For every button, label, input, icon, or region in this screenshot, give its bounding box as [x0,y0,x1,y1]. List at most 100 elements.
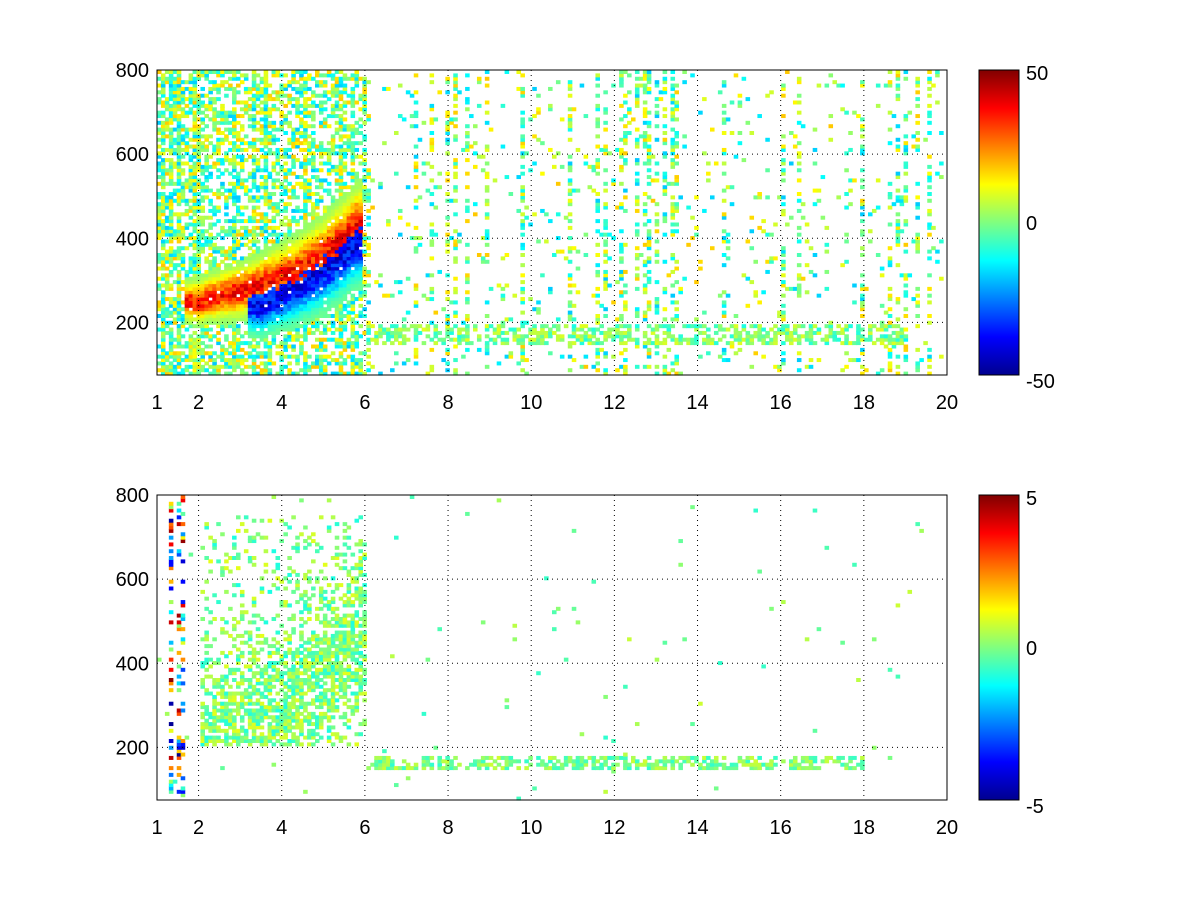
heatmap-cell [295,232,300,237]
heatmap-cell [243,86,249,91]
heatmap-cell [773,324,778,329]
heatmap-cell [295,297,300,302]
heatmap-cell [271,120,277,125]
heatmap-cell [192,371,198,376]
heatmap-cell [295,259,300,264]
heatmap-cell [291,103,296,108]
heatmap-cell [263,273,269,278]
heatmap-cell [216,293,221,298]
heatmap-cell [473,324,478,329]
heatmap-cell [330,141,336,146]
heatmap-cell [615,368,620,373]
heatmap-cell [318,354,324,359]
heatmap-cell [453,93,458,98]
heatmap-cell [228,293,233,298]
heatmap-cell [623,100,628,105]
heatmap-cell [279,110,284,115]
heatmap-cell [263,253,269,257]
heatmap-cell [283,269,288,274]
heatmap-cell [224,229,229,234]
heatmap-cell [303,83,308,88]
heatmap-cell [318,168,324,173]
heatmap-cell [326,320,332,325]
heatmap-cell [160,347,166,352]
heatmap-cell [334,219,340,224]
heatmap-cell [157,76,162,81]
heatmap-cell [903,358,909,363]
heatmap-cell [212,307,217,312]
heatmap-cell [291,297,296,302]
heatmap-cell [358,93,363,98]
heatmap-cell [200,327,205,332]
heatmap-cell [773,334,778,339]
heatmap-cell [465,147,470,152]
heatmap-cell [279,371,284,376]
heatmap-cell [733,327,739,332]
heatmap-cell [899,195,905,200]
heatmap-cell [405,222,411,227]
heatmap-cell [196,107,202,112]
heatmap-cell [887,297,893,302]
heatmap-cell [350,371,356,376]
heatmap-cell [334,239,340,244]
heatmap-cell [184,185,190,190]
heatmap-cell [259,303,265,308]
heatmap-cell [465,337,470,342]
heatmap-cell [318,195,324,200]
heatmap-cell [804,263,810,268]
heatmap-cell [232,236,237,241]
heatmap-cell [350,242,356,247]
heatmap-cell [216,73,221,78]
heatmap-cell [887,222,893,227]
heatmap-cell [168,117,174,122]
heatmap-cell [322,242,328,247]
heatmap-cell [540,208,545,213]
heatmap-cell [358,266,363,271]
heatmap-cell [259,185,265,190]
heatmap-cell [196,341,202,346]
heatmap-cell [267,280,273,285]
heatmap-cell [236,198,241,203]
heatmap-cell [208,208,213,213]
heatmap-cell [160,354,166,359]
heatmap-cell [480,256,486,261]
heatmap-cell [804,290,810,295]
heatmap-cell [299,249,304,254]
heatmap-cell [263,181,269,186]
heatmap-cell [828,137,834,142]
heatmap-cell [232,188,237,193]
heatmap-cell [279,269,284,274]
heatmap-cell [299,76,304,81]
heatmap-cell [476,76,482,81]
heatmap-cell [243,317,249,322]
heatmap-cell [279,192,284,196]
heatmap-cell [228,171,233,176]
heatmap-cell [216,286,221,291]
heatmap-cell [595,347,600,352]
heatmap-cell [243,300,249,305]
heatmap-cell [188,154,194,159]
heatmap-cell [619,337,624,342]
heatmap-cell [342,253,348,257]
heatmap-cell [362,195,367,200]
heatmap-cell [160,192,166,196]
heatmap-cell [236,205,241,210]
heatmap-cell [883,324,889,329]
heatmap-cell [251,154,257,159]
heatmap-cell [595,198,600,203]
heatmap-cell [694,341,699,346]
heatmap-cell [654,80,660,85]
heatmap-cell [287,256,292,261]
heatmap-cell [307,236,312,241]
heatmap-cell [603,107,608,112]
heatmap-cell [330,320,336,325]
heatmap-cell [184,246,190,251]
heatmap-cell [192,212,198,217]
heatmap-cell [362,232,367,237]
heatmap-cell [860,205,865,210]
heatmap-cell [315,273,320,278]
heatmap-cell [338,368,344,373]
heatmap-cell [188,178,194,183]
heatmap-cell [453,198,458,203]
heatmap-cell [160,222,166,227]
